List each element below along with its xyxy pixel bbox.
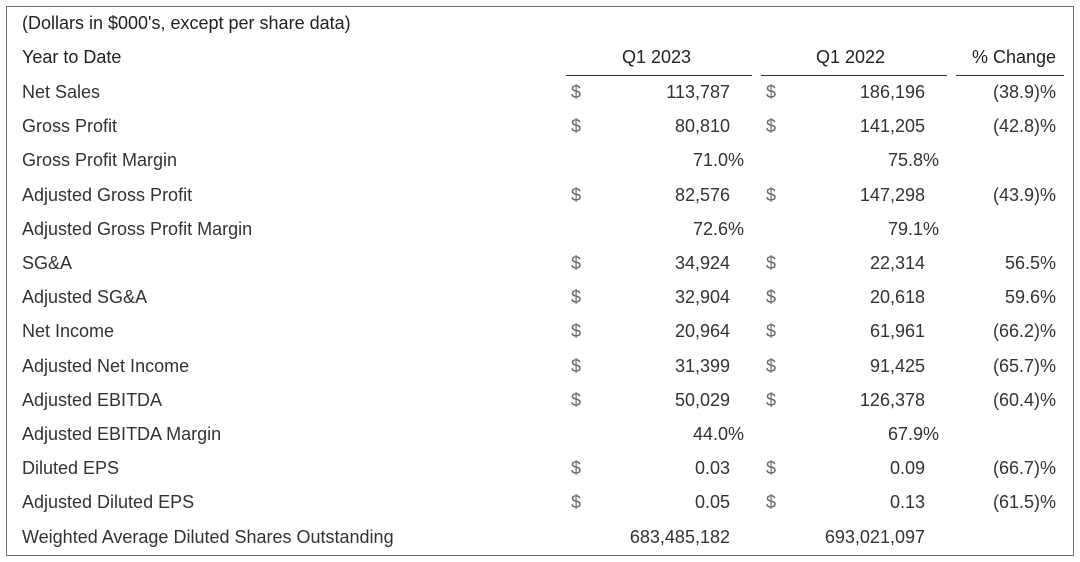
value-q1-2023: 44.0% [692, 424, 744, 444]
value-q1-2023: 82,576 [674, 185, 730, 205]
value-change: (43.9)% [992, 185, 1056, 205]
row-label: Adjusted Net Income [22, 356, 190, 376]
column-header-label: Year to Date [22, 47, 122, 67]
value-change: (60.4)% [992, 390, 1056, 410]
currency-symbol-q1-2022: $ [766, 82, 777, 102]
value-q1-2023: 683,485,182 [629, 527, 730, 547]
value-q1-2022: 79.1% [887, 219, 939, 239]
row-label: Adjusted SG&A [22, 287, 148, 307]
value-q1-2023: 0.05 [694, 492, 730, 512]
currency-symbol-q1-2023: $ [571, 82, 582, 102]
value-q1-2022: 75.8% [887, 150, 939, 170]
currency-symbol-q1-2022: $ [766, 492, 777, 512]
currency-symbol-q1-2022: $ [766, 185, 777, 205]
currency-symbol-q1-2023: $ [571, 116, 582, 136]
value-change: (42.8)% [992, 116, 1056, 136]
currency-symbol-q1-2023: $ [571, 321, 582, 341]
row-label: Adjusted EBITDA [22, 390, 163, 410]
row-label: Weighted Average Diluted Shares Outstand… [22, 527, 394, 547]
value-change: (66.7)% [992, 458, 1056, 478]
currency-symbol-q1-2023: $ [571, 390, 582, 410]
value-q1-2023: 32,904 [674, 287, 730, 307]
currency-symbol-q1-2022: $ [766, 458, 777, 478]
value-change: (66.2)% [992, 321, 1056, 341]
column-header-q1-2022: Q1 2022 [816, 47, 886, 67]
value-change: (61.5)% [992, 492, 1056, 512]
currency-symbol-q1-2022: $ [766, 390, 777, 410]
value-change: 56.5% [1004, 253, 1056, 273]
value-q1-2022: 0.13 [889, 492, 925, 512]
currency-symbol-q1-2023: $ [571, 356, 582, 376]
financial-table [6, 6, 1074, 556]
value-q1-2022: 126,378 [859, 390, 925, 410]
currency-symbol-q1-2022: $ [766, 321, 777, 341]
table-caption: (Dollars in $000's, except per share dat… [22, 13, 351, 33]
row-label: Diluted EPS [22, 458, 120, 478]
value-change: (38.9)% [992, 82, 1056, 102]
value-q1-2022: 693,021,097 [824, 527, 925, 547]
value-q1-2022: 67.9% [887, 424, 939, 444]
currency-symbol-q1-2022: $ [766, 116, 777, 136]
row-label: Adjusted Diluted EPS [22, 492, 195, 512]
value-q1-2023: 34,924 [674, 253, 730, 273]
value-q1-2022: 141,205 [859, 116, 925, 136]
header-underline-q1-2023 [566, 75, 752, 76]
row-label: Adjusted EBITDA Margin [22, 424, 222, 444]
value-q1-2022: 147,298 [859, 185, 925, 205]
row-label: Gross Profit [22, 116, 118, 136]
column-header-q1-2023: Q1 2023 [622, 47, 692, 67]
currency-symbol-q1-2023: $ [571, 287, 582, 307]
value-q1-2022: 20,618 [869, 287, 925, 307]
value-q1-2022: 0.09 [889, 458, 925, 478]
value-q1-2023: 20,964 [674, 321, 730, 341]
value-q1-2023: 113,787 [666, 82, 730, 102]
value-q1-2022: 91,425 [869, 356, 925, 376]
value-q1-2023: 71.0% [692, 150, 744, 170]
row-label: Net Income [22, 321, 115, 341]
value-q1-2023: 0.03 [694, 458, 730, 478]
row-label: Gross Profit Margin [22, 150, 178, 170]
value-q1-2023: 72.6% [692, 219, 744, 239]
row-label: Adjusted Gross Profit Margin [22, 219, 253, 239]
header-underline-q1-2022 [761, 75, 947, 76]
row-label: SG&A [22, 253, 73, 273]
value-q1-2023: 31,399 [674, 356, 730, 376]
currency-symbol-q1-2023: $ [571, 492, 582, 512]
value-q1-2022: 186,196 [859, 82, 925, 102]
row-label: Adjusted Gross Profit [22, 185, 193, 205]
value-q1-2022: 61,961 [869, 321, 925, 341]
value-change: (65.7)% [992, 356, 1056, 376]
value-q1-2023: 50,029 [674, 390, 730, 410]
currency-symbol-q1-2022: $ [766, 356, 777, 376]
value-q1-2022: 22,314 [869, 253, 925, 273]
column-header-change: % Change [972, 47, 1057, 67]
value-change: 59.6% [1004, 287, 1056, 307]
header-underline-change [956, 75, 1064, 76]
currency-symbol-q1-2023: $ [571, 185, 582, 205]
currency-symbol-q1-2022: $ [766, 287, 777, 307]
value-q1-2023: 80,810 [674, 116, 730, 136]
currency-symbol-q1-2023: $ [571, 253, 582, 273]
currency-symbol-q1-2023: $ [571, 458, 582, 478]
row-label: Net Sales [22, 82, 101, 102]
currency-symbol-q1-2022: $ [766, 253, 777, 273]
